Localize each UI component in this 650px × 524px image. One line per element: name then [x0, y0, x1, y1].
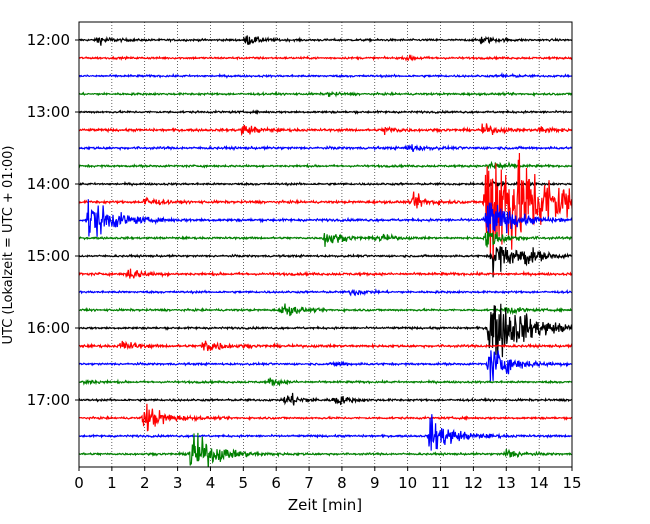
- trace-1445: [79, 231, 572, 248]
- x-tick-label: 5: [239, 474, 249, 492]
- trace-1600: [79, 303, 572, 358]
- y-axis-label: UTC (Lokalzeit = UTC + 01:00): [1, 146, 16, 345]
- trace-1200: [79, 35, 572, 46]
- x-tick-label: 13: [497, 474, 516, 492]
- trace-1245: [79, 90, 572, 98]
- x-tick-label: 9: [370, 474, 380, 492]
- trace-1400: [79, 180, 572, 188]
- x-axis-ticks: 0 1 2 3 4 5 6 7 8 9 10 11 12 13 14 15: [74, 467, 582, 492]
- trace-1330: [79, 144, 572, 153]
- trace-1615: [79, 340, 572, 352]
- x-tick-label: 12: [464, 474, 483, 492]
- trace-1345: [79, 160, 572, 171]
- y-axis-ticks: 12:00 13:00 14:00 15:00 16:00 17:00: [27, 31, 79, 409]
- trace-1530: [79, 288, 572, 297]
- trace-1700: [79, 392, 572, 406]
- trace-1315: [79, 123, 572, 137]
- vertical-grid: [111, 22, 540, 467]
- traces: [79, 35, 572, 467]
- x-tick-label: 10: [398, 474, 417, 492]
- y-tick-label: 16:00: [27, 319, 70, 337]
- trace-1545: [79, 303, 572, 317]
- trace-1730: [79, 414, 572, 451]
- x-tick-label: 0: [74, 474, 84, 492]
- y-tick-label: 15:00: [27, 247, 70, 265]
- trace-1230: [79, 71, 572, 79]
- trace-1215: [79, 54, 572, 62]
- trace-1430: [79, 199, 572, 238]
- y-tick-label: 14:00: [27, 175, 70, 193]
- y-tick-label: 17:00: [27, 391, 70, 409]
- trace-1630: [79, 350, 572, 382]
- x-axis-label: Zeit [min]: [288, 496, 362, 514]
- x-tick-label: 14: [530, 474, 549, 492]
- trace-1515: [79, 268, 572, 279]
- x-tick-label: 7: [304, 474, 314, 492]
- trace-1300: [79, 109, 572, 115]
- x-tick-label: 3: [173, 474, 183, 492]
- trace-1715: [79, 403, 572, 432]
- plot-frame: [78, 21, 573, 468]
- y-tick-label: 13:00: [27, 103, 70, 121]
- x-tick-label: 11: [431, 474, 450, 492]
- y-tick-label: 12:00: [27, 31, 70, 49]
- trace-1745: [79, 432, 572, 467]
- x-tick-label: 1: [107, 474, 117, 492]
- x-tick-label: 2: [140, 474, 150, 492]
- x-tick-label: 6: [271, 474, 281, 492]
- x-tick-label: 8: [337, 474, 347, 492]
- x-tick-label: 15: [562, 474, 581, 492]
- x-tick-label: 4: [206, 474, 216, 492]
- trace-1645: [79, 377, 572, 387]
- trace-1500: [79, 246, 572, 278]
